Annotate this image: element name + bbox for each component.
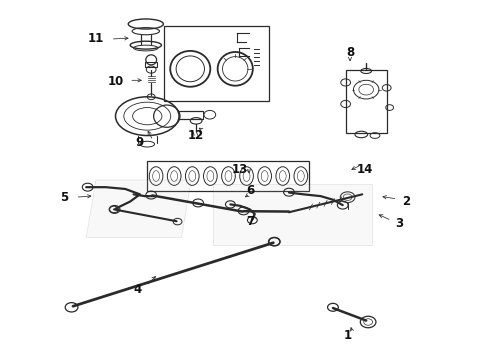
Text: 10: 10 xyxy=(107,75,123,88)
Text: 13: 13 xyxy=(232,163,248,176)
Bar xyxy=(164,26,270,101)
Bar xyxy=(345,70,387,133)
Text: 14: 14 xyxy=(357,163,373,176)
Text: 8: 8 xyxy=(346,46,354,59)
Text: 7: 7 xyxy=(246,215,254,228)
Bar xyxy=(146,62,157,67)
Bar xyxy=(147,161,309,191)
Text: 6: 6 xyxy=(246,184,254,197)
Text: 4: 4 xyxy=(133,283,142,296)
Text: 2: 2 xyxy=(402,195,410,208)
Text: 12: 12 xyxy=(188,129,204,142)
Text: 3: 3 xyxy=(395,216,403,230)
Text: 9: 9 xyxy=(136,136,144,149)
Polygon shape xyxy=(86,180,191,237)
Text: 1: 1 xyxy=(343,329,352,342)
Text: 5: 5 xyxy=(60,192,68,204)
Text: 11: 11 xyxy=(88,32,104,45)
Polygon shape xyxy=(213,184,372,244)
